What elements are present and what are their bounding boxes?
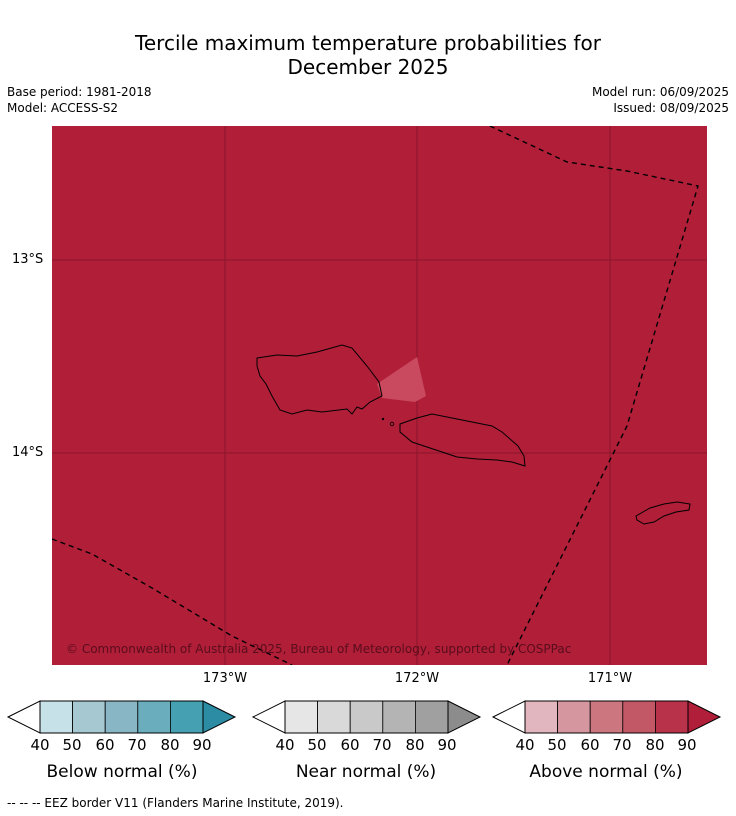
colorbar-below-label: Below normal (%)	[46, 762, 198, 782]
colorbar-segment	[317, 700, 351, 734]
colorbar-segment	[349, 700, 384, 734]
title-line-2: December 2025	[287, 55, 449, 79]
colorbar-segment	[524, 700, 558, 734]
colorbar-segment	[622, 700, 656, 734]
upolu-island	[399, 413, 526, 467]
issued-text: Issued: 08/09/2025	[613, 101, 729, 115]
colorbar-segment	[72, 700, 106, 734]
colorbar-max-arrow	[447, 700, 482, 734]
colorbar-near-normal	[251, 700, 482, 734]
tick: 70	[127, 736, 147, 754]
colorbar-below-segments	[39, 700, 237, 734]
tick: 80	[645, 736, 665, 754]
tick: 80	[405, 736, 425, 754]
colorbar-near-label: Near normal (%)	[295, 762, 437, 782]
tick: 90	[677, 736, 697, 754]
title-line-1: Tercile maximum temperature probabilitie…	[135, 31, 601, 55]
tick: 70	[372, 736, 392, 754]
tick: 40	[30, 736, 50, 754]
savaii-island	[256, 344, 383, 415]
eez-border	[52, 126, 699, 665]
islet-2	[389, 421, 395, 427]
colorbar-segment	[39, 700, 73, 734]
tick: 50	[307, 736, 327, 754]
tick: 40	[275, 736, 295, 754]
meta-left: Base period: 1981-2018 Model: ACCESS-S2	[7, 84, 152, 116]
copyright-text: © Commonwealth of Australia 2025, Bureau…	[66, 642, 571, 656]
meta-right: Model run: 06/09/2025 Issued: 08/09/2025	[592, 84, 729, 116]
tick: 60	[95, 736, 115, 754]
colorbar-max-arrow	[687, 700, 722, 734]
model-run-text: Model run: 06/09/2025	[591, 85, 729, 99]
eez-footnote: -- -- -- EEZ border V11 (Flanders Marine…	[7, 796, 344, 810]
colorbar-max-arrow	[202, 700, 237, 734]
tick: 50	[547, 736, 567, 754]
colorbar-segment	[382, 700, 416, 734]
map-fill	[52, 126, 707, 665]
lon-label-171w: 171°W	[587, 671, 633, 686]
colorbar-segment	[557, 700, 591, 734]
colorbar-segment	[104, 700, 139, 734]
lat-label-13s: 13°S	[12, 252, 44, 267]
colorbar-segment	[169, 700, 204, 734]
lon-label-173w: 173°W	[202, 671, 248, 686]
lon-label-172w: 172°W	[394, 671, 440, 686]
base-period-text: Base period: 1981-2018	[7, 85, 152, 99]
probability-map: © Commonwealth of Australia 2025, Bureau…	[52, 126, 707, 665]
islet-1	[381, 417, 385, 421]
tick: 70	[612, 736, 632, 754]
lower-probability-patch	[377, 357, 426, 402]
colorbar-segment	[589, 700, 624, 734]
tick: 90	[192, 736, 212, 754]
model-text: Model: ACCESS-S2	[7, 101, 119, 115]
tick: 40	[515, 736, 535, 754]
colorbar-near-segments	[284, 700, 482, 734]
colorbar-above-normal	[491, 700, 722, 734]
colorbar-segment	[284, 700, 318, 734]
colorbar-segment	[414, 700, 449, 734]
tick: 80	[160, 736, 180, 754]
tick: 60	[580, 736, 600, 754]
colorbar-below-normal	[6, 700, 237, 734]
lat-label-14s: 14°S	[12, 445, 44, 460]
map-title: Tercile maximum temperature probabilitie…	[0, 31, 736, 79]
tick: 90	[437, 736, 457, 754]
colorbar-segment	[654, 700, 689, 734]
graticule	[52, 126, 707, 665]
tick: 60	[340, 736, 360, 754]
colorbar-segment	[137, 700, 171, 734]
colorbar-above-label: Above normal (%)	[529, 762, 683, 782]
colorbar-above-segments	[524, 700, 722, 734]
tutuila-island	[635, 501, 691, 525]
tick: 50	[62, 736, 82, 754]
